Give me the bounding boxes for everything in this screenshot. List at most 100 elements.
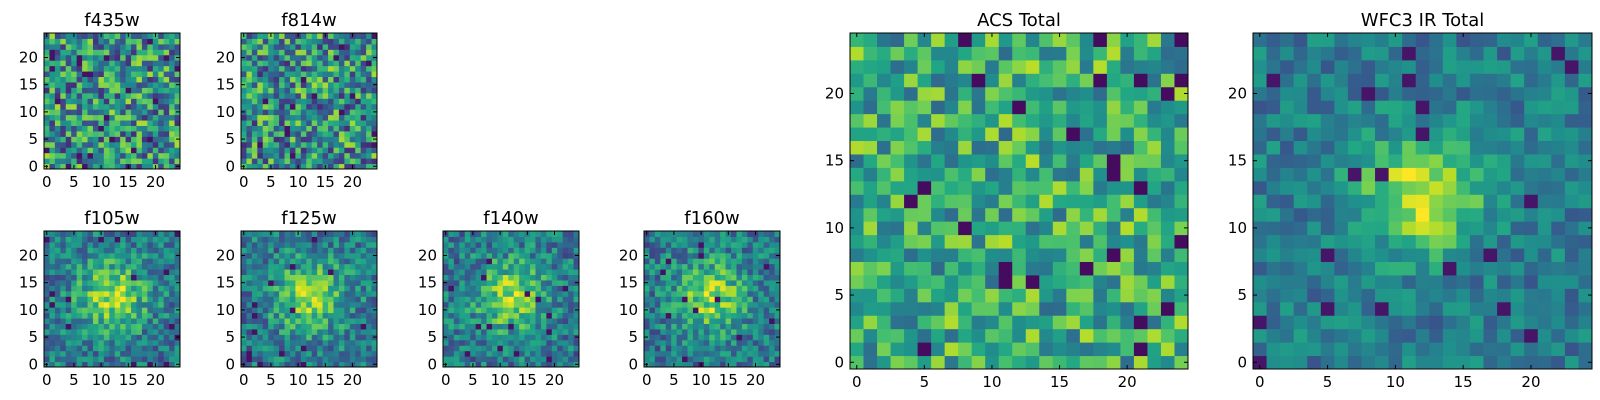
heatmap-cell xyxy=(273,98,280,105)
heatmap-cell xyxy=(54,285,61,292)
heatmap-cell xyxy=(1469,274,1485,289)
heatmap-cell xyxy=(98,136,105,143)
heatmap-cell xyxy=(152,92,159,99)
heatmap-cell xyxy=(65,258,72,265)
heatmap-cell xyxy=(371,350,378,357)
heatmap-cell xyxy=(333,350,340,357)
heatmap-cell xyxy=(1429,180,1444,195)
heatmap-cell xyxy=(136,71,143,78)
heatmap-cell xyxy=(82,114,89,121)
heatmap-cell xyxy=(152,60,159,67)
heatmap-cell xyxy=(1578,274,1593,289)
heatmap-cell xyxy=(1524,328,1539,343)
heatmap-cell xyxy=(540,263,547,270)
heatmap-cell xyxy=(1388,355,1403,370)
heatmap-cell xyxy=(519,312,526,319)
heatmap-cell xyxy=(317,81,324,88)
heatmap-cell xyxy=(246,76,253,83)
heatmap-cell xyxy=(60,263,67,270)
heatmap-cell xyxy=(1120,167,1135,182)
heatmap-cell xyxy=(279,120,286,126)
heatmap-cell xyxy=(349,49,356,56)
heatmap-cell xyxy=(322,43,329,50)
heatmap-cell xyxy=(448,350,455,357)
heatmap-cell xyxy=(1537,342,1552,357)
heatmap-cell xyxy=(257,318,264,324)
heatmap-cell xyxy=(508,279,515,286)
heatmap-cell xyxy=(289,33,296,39)
heatmap-cell xyxy=(109,236,116,243)
heatmap-cell xyxy=(758,334,765,341)
heatmap-cell xyxy=(306,290,313,297)
heatmap-cell xyxy=(1483,288,1498,303)
heatmap-cell xyxy=(720,274,727,281)
heatmap-cell xyxy=(1253,315,1268,330)
heatmap-cell xyxy=(300,263,307,270)
heatmap-cell xyxy=(114,252,121,259)
heatmap-cell xyxy=(654,323,661,330)
heatmap-cell xyxy=(322,60,329,67)
heatmap-cell xyxy=(1307,180,1322,195)
heatmap-cell xyxy=(152,312,159,319)
heatmap-cell xyxy=(349,247,356,254)
heatmap-cell xyxy=(1012,46,1027,61)
heatmap-cell xyxy=(557,361,564,368)
heatmap-cell xyxy=(1469,180,1485,195)
heatmap-cell xyxy=(120,87,127,94)
heatmap-cell xyxy=(877,274,892,289)
heatmap-cell xyxy=(998,288,1013,303)
heatmap-cell xyxy=(687,334,694,341)
heatmap-cell xyxy=(147,141,154,148)
heatmap-cell xyxy=(736,361,743,368)
heatmap-cell xyxy=(98,236,105,243)
heatmap-cell xyxy=(279,87,286,94)
heatmap-cell xyxy=(741,334,748,341)
heatmap-cell xyxy=(1025,288,1040,303)
heatmap-cell xyxy=(769,361,776,368)
heatmap-cell xyxy=(1025,194,1040,209)
heatmap-cell xyxy=(268,247,275,254)
heatmap-cell xyxy=(546,350,553,357)
heatmap-cell xyxy=(1375,234,1390,249)
heatmap-cell xyxy=(279,274,286,281)
heatmap-cell xyxy=(459,274,466,281)
heatmap-cell xyxy=(82,263,89,270)
heatmap-cell xyxy=(103,130,110,137)
heatmap-cell xyxy=(98,318,105,324)
heatmap-cell xyxy=(890,194,905,209)
heatmap-cell xyxy=(1578,248,1593,262)
heatmap-cell xyxy=(355,71,362,78)
heatmap-cell xyxy=(475,345,482,352)
heatmap-cell xyxy=(698,241,705,248)
heatmap-cell xyxy=(87,33,94,39)
heatmap-cell xyxy=(311,339,318,346)
heatmap-cell xyxy=(87,328,94,335)
heatmap-cell xyxy=(257,114,264,121)
heatmap-cell xyxy=(654,361,661,368)
heatmap-cell xyxy=(752,339,759,346)
heatmap-cell xyxy=(262,279,269,286)
heatmap-cell xyxy=(163,247,170,254)
heatmap-cell xyxy=(371,301,378,308)
heatmap-cell xyxy=(136,152,143,159)
heatmap-cell xyxy=(174,33,181,39)
heatmap-cell xyxy=(1079,167,1094,182)
heatmap-cell xyxy=(87,269,94,276)
heatmap-cell xyxy=(241,114,247,121)
heatmap-cell xyxy=(44,147,50,154)
heatmap-cell xyxy=(289,361,296,368)
heatmap-cell xyxy=(338,130,345,137)
heatmap-cell xyxy=(1120,194,1135,209)
heatmap-cell xyxy=(141,236,148,243)
heatmap-cell xyxy=(1174,86,1189,101)
heatmap-cell xyxy=(535,345,542,352)
heatmap-cell xyxy=(752,279,759,286)
heatmap-cell xyxy=(1442,153,1457,168)
heatmap-cell xyxy=(103,98,110,105)
heatmap-cell xyxy=(273,71,280,78)
heatmap-cell xyxy=(676,296,683,303)
heatmap-cell xyxy=(98,328,105,335)
heatmap-cell xyxy=(453,361,460,368)
heatmap-cell xyxy=(257,43,264,50)
heatmap-cell xyxy=(676,339,683,346)
